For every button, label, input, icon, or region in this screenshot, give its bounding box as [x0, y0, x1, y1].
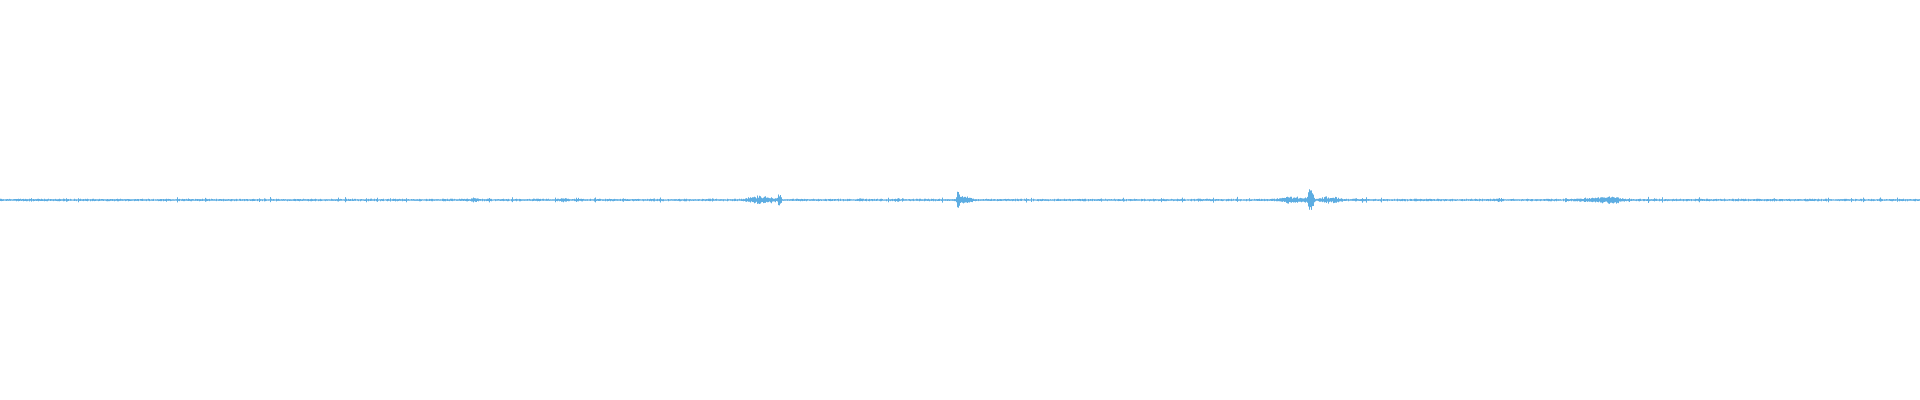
waveform-path: [0, 189, 1920, 210]
